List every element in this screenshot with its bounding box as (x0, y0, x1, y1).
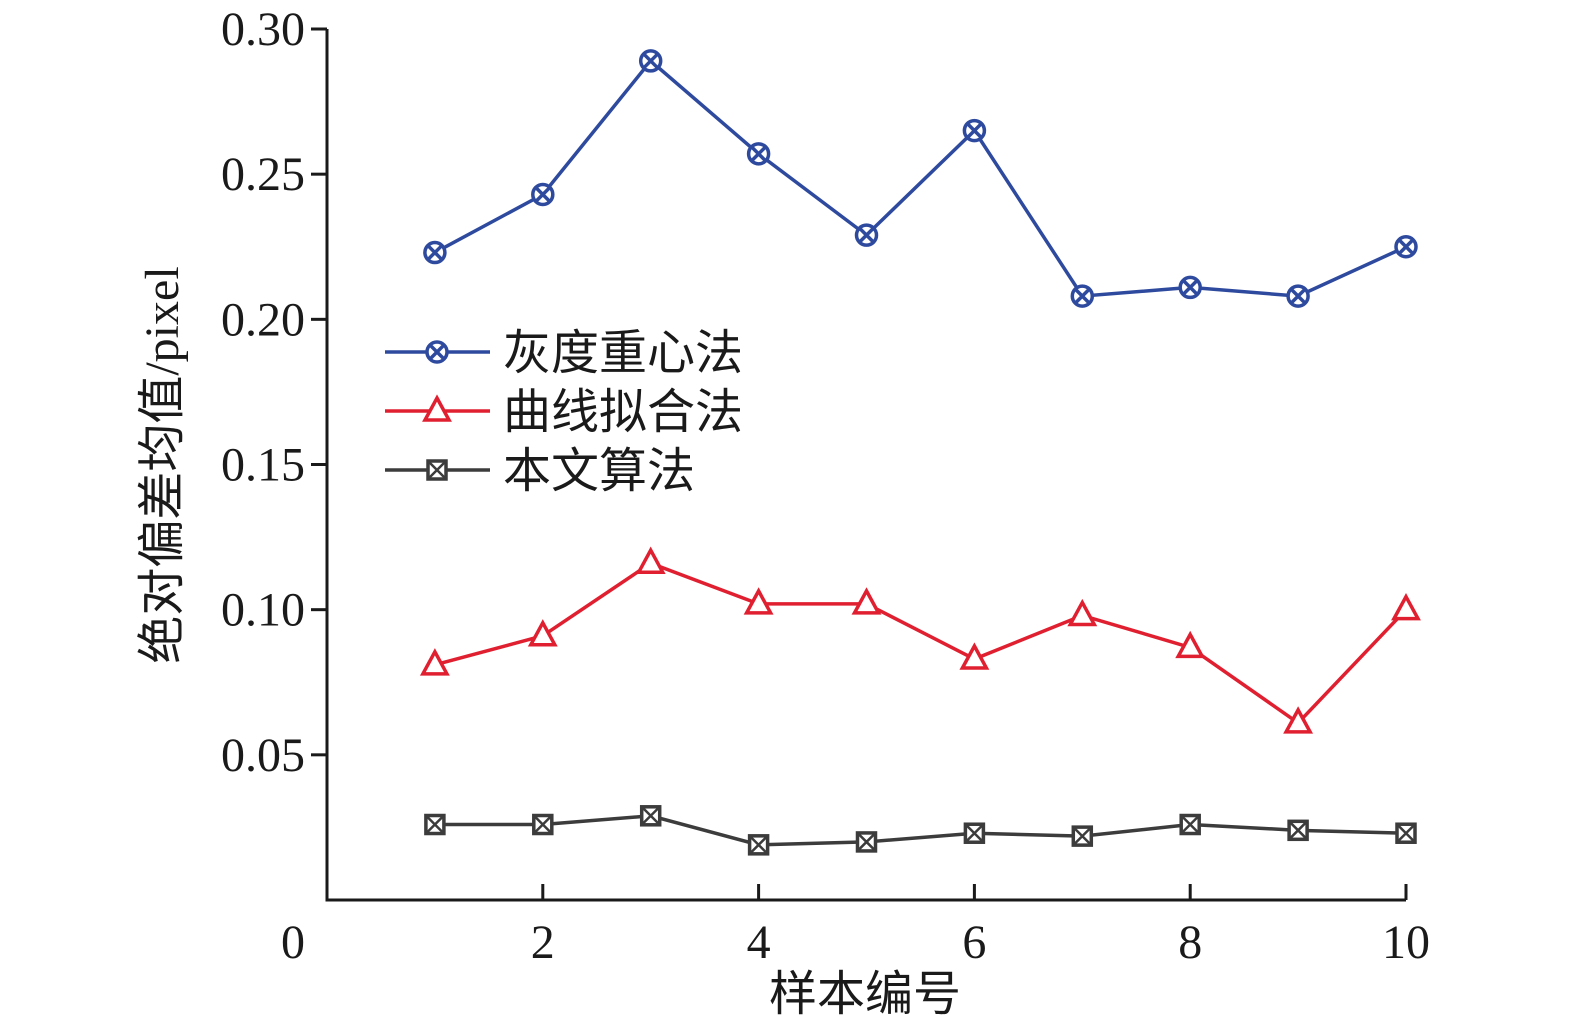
marker-cross (1181, 279, 1199, 296)
legend-cross (427, 460, 447, 480)
data-point (1286, 284, 1310, 308)
marker-shape (851, 587, 882, 615)
data-point (527, 619, 558, 647)
x-tick-label: 4 (747, 916, 771, 969)
data-point (1283, 706, 1314, 734)
data-point (424, 813, 446, 836)
data-point (963, 822, 986, 844)
data-point (638, 49, 663, 73)
marker-shape (635, 546, 666, 574)
legend-shape (422, 394, 452, 422)
x-tick-label: 6 (962, 916, 986, 969)
marker-shape (743, 587, 774, 615)
marker-cross (1072, 826, 1093, 847)
axes (325, 29, 1406, 902)
data-point (855, 831, 878, 853)
series-line (434, 58, 1407, 298)
marker-shape (527, 619, 558, 647)
data-point (1395, 822, 1417, 844)
data-point (635, 546, 666, 574)
marker-cross (425, 814, 445, 835)
marker-shape (1175, 630, 1206, 659)
data-point (1391, 593, 1421, 621)
data-point (639, 805, 662, 827)
y-tick-label: 0.05 (221, 729, 305, 782)
data-point (531, 182, 555, 207)
series-line (434, 561, 1408, 726)
data-point (851, 587, 882, 615)
legend-label: 曲线拟合法 (503, 386, 743, 439)
y-axis-label: 绝对偏差均值/pixel (136, 266, 189, 663)
data-point (419, 648, 450, 676)
data-point (532, 813, 554, 836)
marker-cross (1180, 814, 1201, 835)
marker-shape (1283, 706, 1314, 734)
marker-shape (419, 648, 450, 676)
y-tick-label: 0.20 (221, 293, 305, 346)
marker-cross (966, 122, 983, 139)
y-tick-label: 0.10 (221, 584, 305, 637)
data-point (1178, 275, 1202, 300)
marker-cross (1074, 287, 1091, 305)
data-point (743, 587, 774, 615)
data-point (1175, 630, 1206, 659)
marker-shape (959, 642, 990, 670)
marker-cross (534, 186, 552, 203)
data-point (423, 240, 447, 265)
marker-cross (964, 823, 985, 844)
legend-label: 灰度重心法 (503, 327, 743, 380)
data-point (1067, 598, 1098, 627)
marker-cross (748, 834, 769, 855)
data-point (854, 223, 879, 247)
legend-cross (428, 343, 446, 361)
marker-cross (750, 145, 767, 163)
marker-cross (858, 226, 875, 244)
marker-cross (532, 814, 553, 835)
y-tick-label: 0.25 (221, 148, 305, 201)
y-tick-label: 0.15 (221, 439, 305, 492)
data-point (746, 142, 771, 166)
x-tick-label: 2 (531, 916, 555, 969)
marker-shape (1391, 593, 1421, 621)
series-line (434, 814, 1407, 847)
marker-cross (1397, 238, 1415, 255)
y-tick-label: 0.30 (221, 3, 305, 56)
x-tick-label: 0 (281, 916, 305, 969)
marker-cross (426, 244, 444, 261)
marker-cross (856, 832, 877, 852)
marker-cross (640, 805, 661, 826)
data-point (747, 834, 770, 856)
data-point (1070, 284, 1095, 308)
legend-label: 本文算法 (503, 445, 695, 498)
data-point (1394, 235, 1418, 259)
x-tick-label: 8 (1178, 916, 1202, 969)
marker-cross (1396, 823, 1416, 844)
x-axis-label: 样本编号 (769, 968, 961, 1021)
legend-marker (426, 459, 448, 481)
legend-marker (425, 340, 449, 364)
data-point (1287, 819, 1309, 842)
x-tick-label: 10 (1382, 916, 1430, 969)
marker-shape (1067, 598, 1098, 627)
data-point (1179, 813, 1201, 836)
marker-cross (642, 52, 659, 70)
legend-marker (422, 394, 452, 422)
marker-cross (1289, 287, 1307, 305)
data-point (962, 118, 987, 143)
marker-cross (1288, 820, 1308, 841)
data-point (959, 642, 990, 670)
data-point (1071, 825, 1094, 847)
